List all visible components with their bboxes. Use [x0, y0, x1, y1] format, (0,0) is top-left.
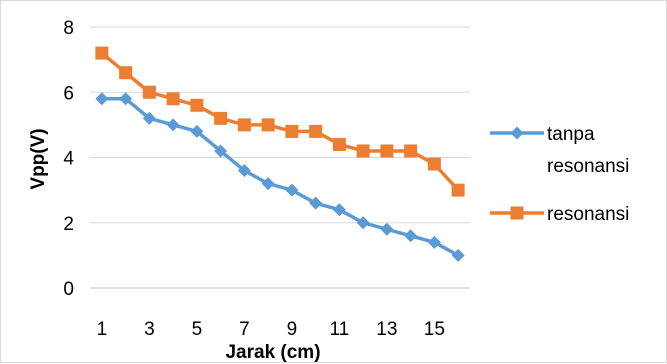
x-tick-label: 13: [376, 319, 397, 340]
data-point-marker: [214, 111, 228, 125]
data-point-marker: [380, 144, 394, 158]
data-point-marker: [510, 126, 524, 140]
data-point-marker: [356, 144, 370, 158]
y-tick-labels: 0 2 4 6 8: [63, 18, 74, 300]
data-point-marker: [427, 157, 441, 171]
x-tick-label: 3: [144, 319, 155, 340]
data-point-marker: [119, 92, 133, 106]
data-point-marker: [332, 203, 346, 217]
x-axis-title: Jarak (cm): [225, 342, 320, 363]
gridlines: [90, 26, 470, 224]
series-resonansi: [95, 46, 465, 197]
x-tick-label: 9: [287, 319, 298, 340]
legend-item: resonansi: [490, 204, 629, 225]
data-point-marker: [309, 196, 323, 210]
series-line: [100, 51, 460, 192]
legend-label: resonansi: [547, 204, 629, 225]
series-lines: [95, 46, 465, 262]
x-tick-labels: 1 3 5 7 9 11 13 15: [97, 319, 445, 340]
data-point-marker: [285, 183, 299, 197]
data-point-marker: [119, 66, 133, 80]
y-tick-label: 2: [63, 214, 74, 235]
y-tick-label: 6: [63, 83, 74, 104]
series-line: [101, 97, 459, 257]
data-point-marker: [237, 118, 251, 132]
data-point-marker: [166, 92, 180, 106]
data-point-marker: [404, 229, 418, 243]
data-point-marker: [95, 46, 109, 60]
data-point-marker: [510, 206, 524, 220]
data-point-marker: [380, 222, 394, 236]
y-axis-title: Vpp(V): [28, 128, 49, 189]
series-tanpa-resonansi: [95, 92, 465, 262]
data-point-marker: [285, 124, 299, 138]
x-tick-label: 5: [192, 319, 203, 340]
data-point-marker: [214, 144, 228, 158]
x-tick-label: 7: [239, 319, 250, 340]
x-tick-label: 15: [424, 319, 445, 340]
legend-label: tanpa resonansi: [547, 124, 629, 177]
y-tick-label: 0: [63, 279, 74, 300]
data-point-marker: [451, 183, 465, 197]
data-point-marker: [261, 118, 275, 132]
data-point-marker: [166, 118, 180, 132]
data-point-marker: [332, 137, 346, 151]
data-point-marker: [356, 216, 370, 230]
data-point-marker: [237, 164, 251, 178]
y-tick-label: 8: [63, 18, 74, 39]
x-tick-label: 1: [97, 319, 108, 340]
data-point-marker: [142, 85, 156, 99]
data-point-marker: [261, 177, 275, 191]
data-point-marker: [427, 235, 441, 249]
data-point-marker: [309, 124, 323, 138]
legend: tanpa resonansi resonansi: [490, 124, 629, 225]
data-point-marker: [95, 92, 109, 106]
data-point-marker: [190, 98, 204, 112]
data-point-marker: [404, 144, 418, 158]
legend-item: tanpa resonansi: [490, 124, 629, 177]
data-point-marker: [142, 111, 156, 125]
data-point-marker: [451, 248, 465, 262]
y-tick-label: 4: [63, 149, 74, 170]
x-tick-label: 11: [330, 319, 350, 340]
